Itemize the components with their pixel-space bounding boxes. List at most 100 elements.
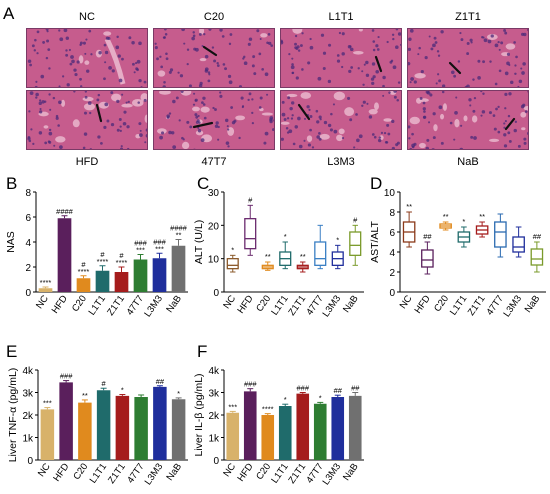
nucleus <box>259 96 263 100</box>
nucleus <box>311 146 315 149</box>
nucleus <box>195 115 199 119</box>
nucleus <box>417 53 420 56</box>
nucleus <box>301 32 304 35</box>
nucleus <box>188 84 192 87</box>
nucleus <box>122 121 127 126</box>
nucleus <box>380 131 384 134</box>
y-tick-label: 2 <box>389 268 395 279</box>
nucleus <box>290 101 295 105</box>
nucleus <box>376 87 378 88</box>
significance-label: ** <box>406 202 412 211</box>
nucleus <box>497 40 500 44</box>
nucleus <box>376 48 380 51</box>
bar <box>78 402 92 460</box>
nucleus <box>508 139 512 143</box>
histology-tile <box>407 90 529 150</box>
nucleus <box>507 131 511 135</box>
nucleus <box>84 52 87 55</box>
nucleus <box>270 44 274 47</box>
nucleus <box>197 129 202 133</box>
nucleus <box>355 113 358 116</box>
nucleus <box>395 45 399 50</box>
histology-label-top: NC <box>79 11 95 23</box>
nucleus <box>459 147 464 149</box>
nucleus <box>135 62 138 65</box>
nucleus <box>396 98 400 102</box>
nucleus <box>35 80 38 83</box>
y-tick-label: 1k <box>22 434 34 445</box>
nucleus <box>356 148 359 149</box>
nucleus <box>224 67 227 71</box>
nucleus <box>396 141 400 145</box>
significance-label: ### <box>296 384 309 393</box>
nucleus <box>523 137 527 141</box>
nucleus <box>422 107 426 111</box>
lesion-arrow <box>192 121 214 129</box>
vacuole <box>227 127 235 136</box>
nucleus <box>238 85 243 87</box>
box <box>421 249 434 268</box>
nucleus <box>192 34 196 38</box>
x-tick-label: HFD <box>51 461 71 483</box>
nucleus <box>425 146 430 149</box>
nucleus <box>372 48 376 52</box>
vacuole <box>121 103 133 108</box>
significance-label: *** <box>43 399 52 408</box>
nucleus <box>375 44 379 48</box>
nucleus <box>373 135 377 139</box>
nucleus <box>231 120 236 125</box>
nucleus <box>328 43 332 47</box>
nucleus <box>303 117 307 120</box>
nucleus <box>71 59 75 64</box>
lesion-arrow <box>448 61 462 75</box>
significance-label: * <box>121 386 124 395</box>
nucleus <box>199 81 203 85</box>
nucleus <box>449 121 453 125</box>
nucleus <box>136 68 139 72</box>
nucleus <box>88 29 92 33</box>
significance-label: # <box>81 260 86 269</box>
vacuole <box>82 96 94 102</box>
nucleus <box>503 133 507 137</box>
nucleus <box>28 139 32 143</box>
y-tick-label: 0 <box>213 456 219 467</box>
nucleus <box>287 96 291 100</box>
nucleus <box>392 37 395 41</box>
nucleus <box>128 36 132 40</box>
nucleus <box>409 81 412 84</box>
nucleus <box>195 47 199 52</box>
lesion-arrow <box>202 45 218 57</box>
histology-image <box>154 29 274 87</box>
nucleus <box>207 71 211 74</box>
nucleus <box>55 116 59 120</box>
nucleus <box>172 99 176 104</box>
nucleus <box>28 110 31 113</box>
nucleus <box>349 45 352 48</box>
nucleus <box>203 32 206 36</box>
nucleus <box>481 36 484 39</box>
nucleus <box>388 91 391 95</box>
nucleus <box>303 139 306 142</box>
nucleus <box>393 95 397 99</box>
nucleus <box>371 29 375 32</box>
nucleus <box>258 106 262 109</box>
nucleus <box>83 132 88 136</box>
nucleus <box>479 87 482 88</box>
nucleus <box>48 131 53 136</box>
nucleus <box>203 116 207 120</box>
nucleus <box>105 36 109 40</box>
y-tick-label: 4k <box>22 366 34 377</box>
nucleus <box>497 130 501 134</box>
nucleus <box>382 94 385 97</box>
nucleus <box>357 67 360 70</box>
nucleus <box>161 131 165 135</box>
significance-label: # <box>100 250 105 259</box>
nucleus <box>138 78 142 83</box>
x-tick-label: Z1T1 <box>106 461 128 485</box>
nucleus <box>160 65 164 69</box>
nucleus <box>520 104 525 109</box>
nucleus <box>460 38 464 42</box>
nucleus <box>420 70 424 74</box>
